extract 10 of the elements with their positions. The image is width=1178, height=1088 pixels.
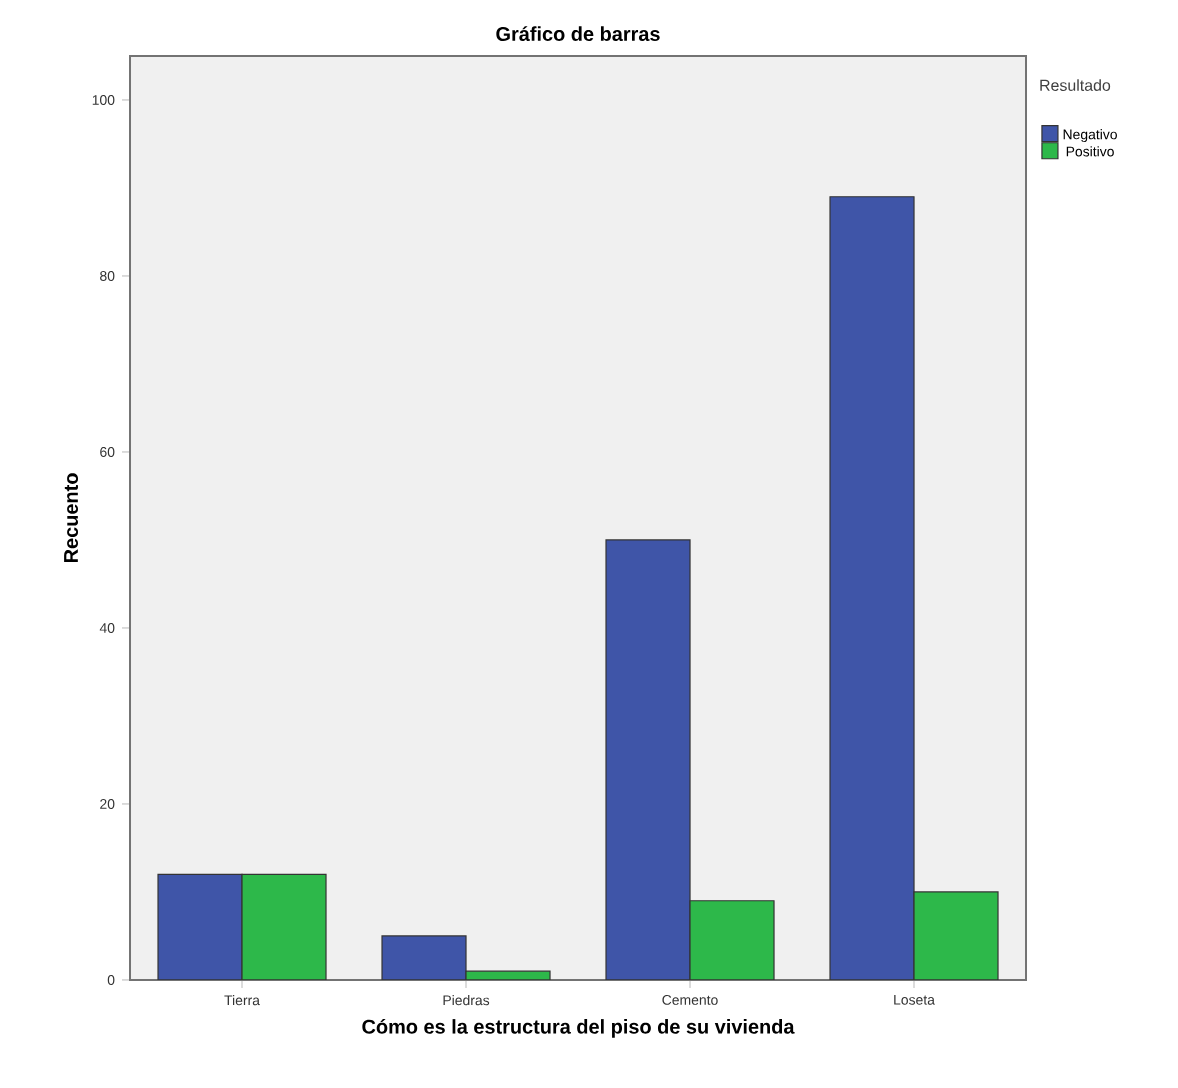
x-axis-title: Cómo es la estructura del piso de su vivienda bbox=[362, 1018, 795, 1038]
bar bbox=[157, 873, 243, 980]
bar bbox=[606, 539, 691, 980]
bar bbox=[241, 873, 327, 980]
bar bbox=[381, 935, 467, 980]
bar bbox=[829, 196, 915, 980]
y-axis-title: Recuento bbox=[64, 473, 79, 563]
bar bbox=[690, 900, 775, 980]
bar bbox=[913, 891, 999, 980]
chart-title: Gráfico de barras bbox=[496, 26, 660, 41]
